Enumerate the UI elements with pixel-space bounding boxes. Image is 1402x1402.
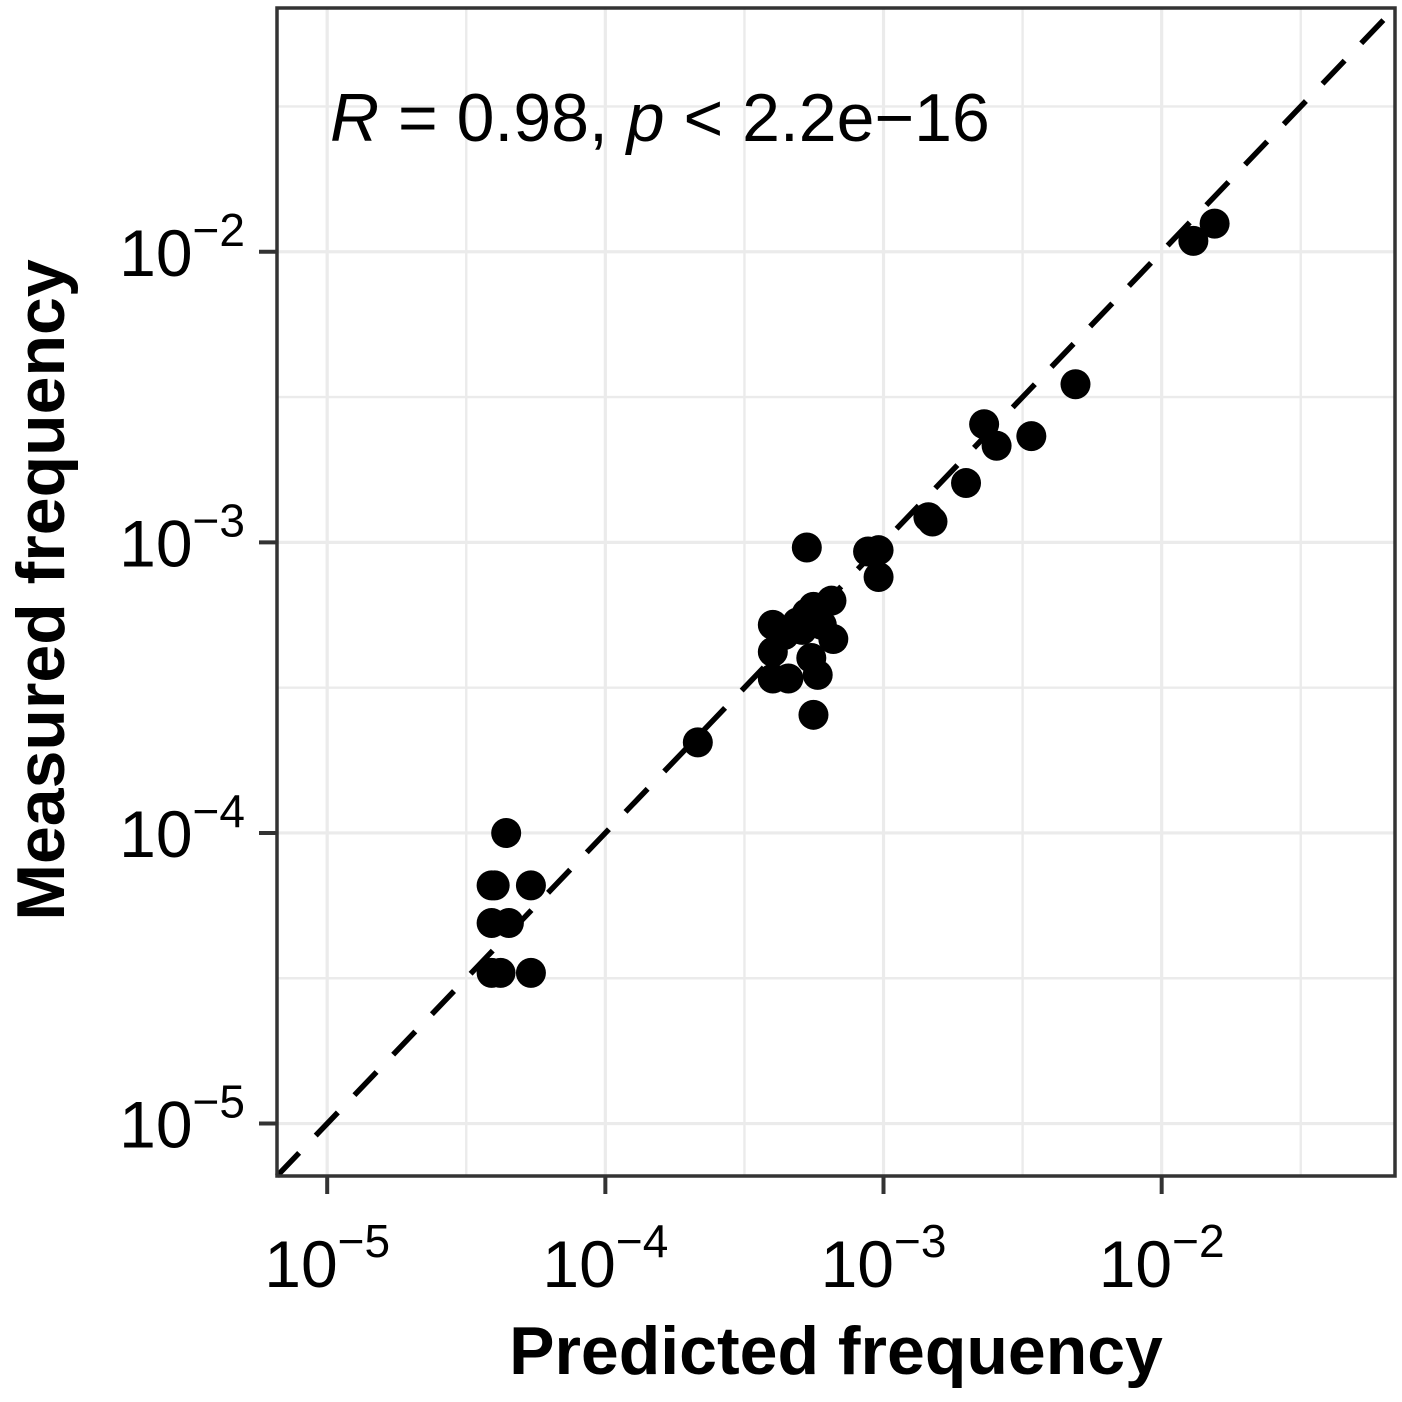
y-tick-label: 10−4 — [119, 785, 245, 871]
x-axis-ticks: 10−5 10−4 10−3 10−2 — [264, 1176, 1225, 1301]
y-axis-ticks: 10−5 10−4 10−3 10−2 — [119, 204, 277, 1162]
data-point — [773, 663, 804, 694]
data-point — [1178, 225, 1209, 256]
data-point — [493, 907, 524, 938]
data-point — [816, 585, 847, 616]
grid-lines — [277, 8, 1395, 1176]
data-point — [798, 699, 829, 730]
panel-border — [275, 6, 1397, 1178]
data-point — [951, 468, 982, 499]
x-tick-label: 10−5 — [264, 1215, 390, 1301]
data-point — [515, 957, 546, 988]
x-tick-label: 10−2 — [1099, 1215, 1225, 1301]
data-point — [917, 506, 948, 537]
data-point — [491, 817, 522, 848]
data-points — [476, 208, 1230, 988]
data-point — [1060, 369, 1091, 400]
x-tick-label: 10−3 — [821, 1215, 947, 1301]
data-point — [682, 727, 713, 758]
y-axis-title: Measured frequency — [3, 259, 79, 921]
y-tick-label: 10−2 — [119, 204, 245, 290]
y-tick-label: 10−5 — [119, 1076, 245, 1162]
correlation-annotation: R = 0.98, p < 2.2e−16 — [330, 80, 990, 156]
data-point — [796, 643, 827, 674]
data-point — [863, 562, 894, 593]
x-axis-title: Predicted frequency — [509, 1313, 1163, 1389]
data-point — [476, 870, 507, 901]
data-point — [1199, 208, 1230, 239]
data-point — [863, 535, 894, 566]
x-tick-label: 10−4 — [542, 1215, 668, 1301]
data-point — [981, 430, 1012, 461]
data-point — [791, 532, 822, 563]
data-point — [485, 957, 516, 988]
data-point — [1016, 421, 1047, 452]
y-tick-label: 10−3 — [119, 494, 245, 580]
data-point — [515, 870, 546, 901]
data-point — [818, 624, 849, 655]
